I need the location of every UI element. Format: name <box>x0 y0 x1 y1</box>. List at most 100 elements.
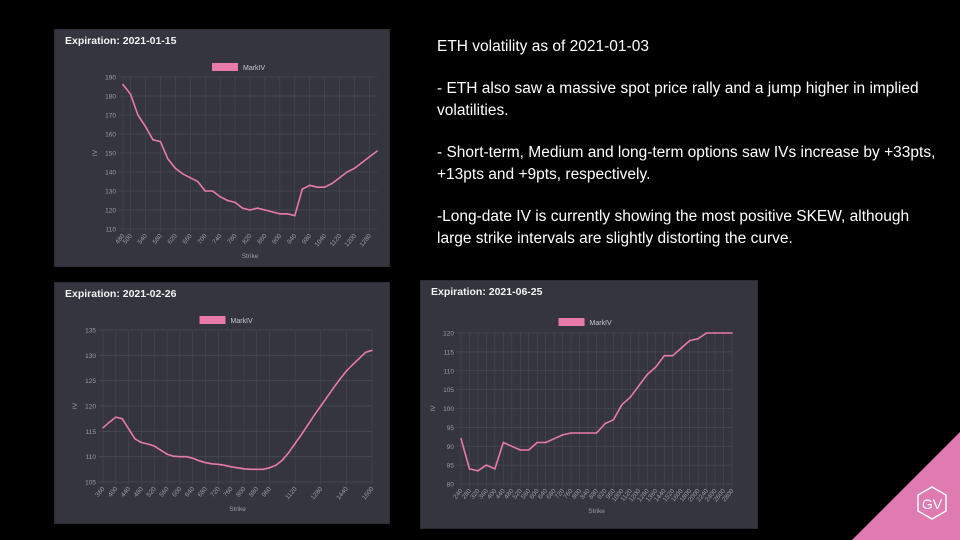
x-tick-label: 1120 <box>284 485 299 501</box>
data-point <box>612 419 615 421</box>
y-tick-label: 110 <box>106 227 117 234</box>
x-tick-label: 1200 <box>343 232 358 248</box>
y-tick-label: 95 <box>447 425 455 432</box>
gv-logo: GV <box>852 432 960 540</box>
data-point <box>536 441 539 444</box>
data-point <box>629 396 632 398</box>
x-tick-label: 820 <box>241 233 254 246</box>
commentary-bullet-2: - Short-term, Medium and long-term optio… <box>437 144 936 183</box>
data-point <box>198 459 200 462</box>
data-point <box>271 211 274 213</box>
data-point <box>264 209 266 211</box>
data-point <box>621 403 623 406</box>
data-point <box>353 167 356 169</box>
data-point <box>134 438 136 440</box>
data-point <box>688 339 691 342</box>
data-point <box>697 337 699 340</box>
y-tick-label: 90 <box>447 444 455 451</box>
data-point <box>468 468 471 470</box>
x-tick-label: 440 <box>120 486 133 499</box>
y-tick-label: 160 <box>105 132 116 139</box>
data-point <box>511 445 513 448</box>
y-tick-label: 105 <box>443 387 454 394</box>
x-tick-label: 600 <box>171 486 184 499</box>
data-point <box>587 432 589 434</box>
data-point <box>663 354 666 357</box>
data-point <box>226 199 229 202</box>
y-tick-label: 120 <box>85 404 96 411</box>
data-point <box>654 366 657 368</box>
x-tick-label: 880 <box>248 486 261 499</box>
data-point <box>351 363 354 366</box>
data-point <box>137 114 139 116</box>
data-point <box>287 451 290 454</box>
data-point <box>179 455 181 458</box>
y-tick-label: 190 <box>105 75 116 82</box>
x-axis-title: Strike <box>242 253 259 260</box>
data-point <box>243 468 245 470</box>
chart-panel-jun: Expiration: 2021-06-25 80 85 90 95 100 105 110… <box>420 280 758 529</box>
data-point <box>680 347 682 349</box>
data-point <box>196 180 199 183</box>
data-point <box>346 171 348 173</box>
x-tick-label: 680 <box>197 486 210 499</box>
data-point <box>189 176 192 179</box>
data-point <box>102 426 104 429</box>
data-point <box>204 461 207 464</box>
x-tick-label: 520 <box>145 486 158 499</box>
data-point <box>174 167 177 169</box>
data-point <box>255 468 258 471</box>
y-tick-label: 180 <box>105 94 116 101</box>
data-point <box>256 207 259 209</box>
legend-label: MarkIV <box>590 320 613 327</box>
logo-hexagon-icon <box>917 486 947 520</box>
data-point <box>167 157 169 160</box>
data-point <box>108 421 111 424</box>
x-tick-label: 540 <box>137 233 150 246</box>
y-tick-label: 100 <box>443 406 454 413</box>
data-point <box>262 468 264 471</box>
data-point <box>646 373 649 376</box>
y-axis-title: IV <box>92 149 99 156</box>
x-tick-label: 1440 <box>335 485 350 501</box>
commentary-bullet-3: -Long-date IV is currently showing the m… <box>437 208 910 247</box>
data-point <box>323 186 326 188</box>
x-tick-label: 360 <box>94 486 107 499</box>
data-point <box>494 468 496 470</box>
data-point <box>527 449 530 451</box>
data-point <box>234 201 236 204</box>
chart-title: Expiration: 2021-02-26 <box>65 288 177 300</box>
x-tick-label: 480 <box>133 486 146 499</box>
data-point <box>561 434 564 436</box>
data-point <box>249 468 252 471</box>
y-axis-title: IV <box>430 405 437 412</box>
data-point <box>368 156 371 158</box>
legend-label: MarkIV <box>243 65 266 72</box>
data-point <box>307 423 309 426</box>
data-point <box>339 378 341 380</box>
data-point <box>268 467 271 469</box>
data-point <box>345 370 348 372</box>
data-point <box>230 466 232 468</box>
data-point <box>316 186 319 188</box>
x-tick-label: 1600 <box>361 485 376 501</box>
data-point <box>371 349 373 352</box>
legend-swatch <box>199 316 226 324</box>
data-point <box>714 332 716 334</box>
data-point <box>338 176 341 179</box>
data-point <box>217 463 220 466</box>
commentary-title: ETH volatility as of 2021-01-03 <box>437 38 649 55</box>
data-point <box>595 432 598 434</box>
data-point <box>172 455 175 457</box>
y-tick-label: 105 <box>85 480 96 487</box>
data-point <box>331 182 333 185</box>
data-point <box>281 459 284 462</box>
x-tick-label: 960 <box>261 486 274 499</box>
y-tick-label: 170 <box>105 113 116 120</box>
data-point <box>204 190 206 192</box>
data-point <box>722 332 725 334</box>
chart-panel-feb: Expiration: 2021-02-26 105 110 115 120 125 13… <box>54 282 390 524</box>
y-tick-label: 140 <box>105 170 116 177</box>
logo-triangle <box>852 432 960 540</box>
x-tick-label: 940 <box>286 233 299 246</box>
